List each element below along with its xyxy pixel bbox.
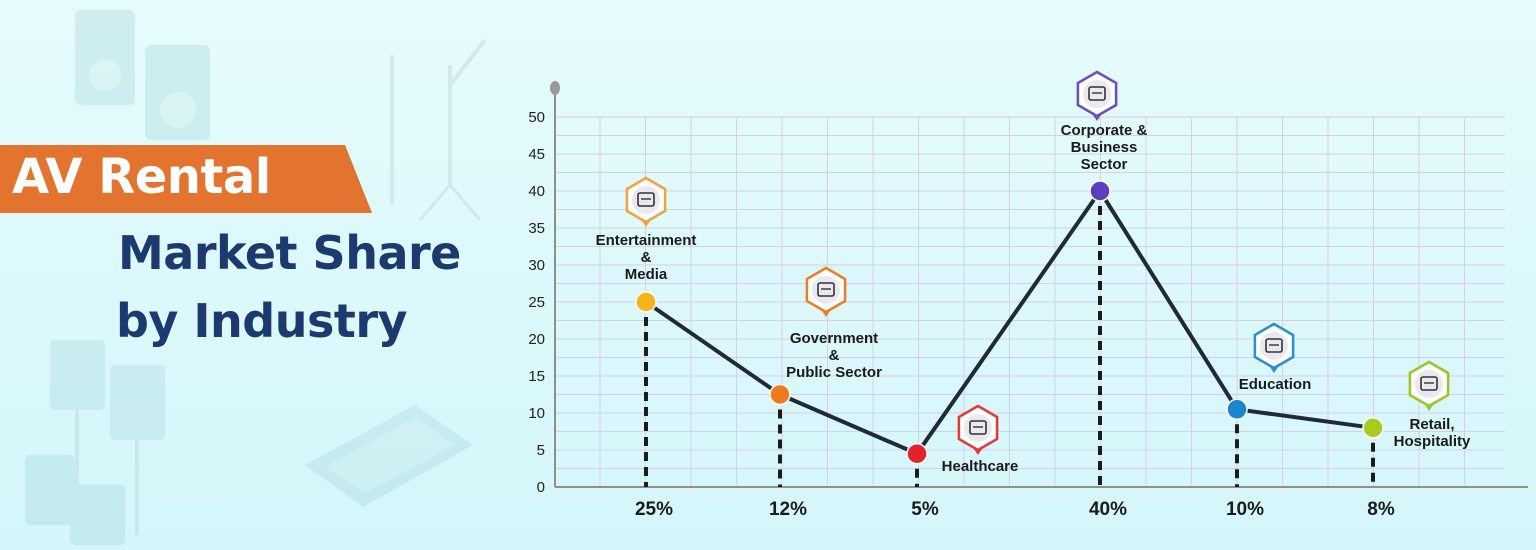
healthcare-hands-icon [957,404,999,455]
icon-badge-inner [812,276,840,304]
icon-glyph [637,192,655,207]
icon-badge-pointer [1270,367,1278,373]
icon-badge-inner [1415,370,1443,398]
y-tick-label: 5 [537,442,545,459]
y-tick-label: 25 [528,294,545,311]
point-label: & [829,347,840,364]
percent-label: 10% [1226,499,1264,520]
icon-badge-pointer [642,221,650,227]
title-banner: AV Rental [0,145,372,213]
percent-label: 12% [769,499,807,520]
corporate-office-icon [1076,70,1118,121]
point-label: Healthcare [942,458,1019,475]
chart-grid [555,116,1505,488]
title-line-3: by Industry [116,294,408,348]
data-point [1089,180,1111,202]
point-label: Media [625,266,668,283]
y-tick-label: 30 [528,257,545,274]
icon-glyph [969,420,987,435]
y-tick-label: 0 [537,479,545,496]
point-label: Public Sector [786,364,882,381]
government-building-icon [805,266,847,317]
mixer-decoration-icon [305,405,473,507]
percent-label: 25% [635,499,673,520]
icon-badge-pointer [974,449,982,455]
title-line-2: Market Share [118,226,461,280]
point-label: Sector [1081,156,1128,173]
icon-glyph [1088,86,1106,101]
retail-chart-icon [1408,360,1450,411]
y-tick-label: 35 [528,220,545,237]
icon-badge-inner [1260,332,1288,360]
icon-badge-pointer [1093,115,1101,121]
icon-badge-inner [964,414,992,442]
percent-label: 40% [1089,499,1127,520]
microphone-stand-decoration-icon [390,38,487,221]
icon-badge-inner [1083,80,1111,108]
icon-badge-pointer [822,311,830,317]
point-label: Retail, [1409,416,1454,433]
icon-badge-pointer [1425,405,1433,411]
data-point [635,291,657,313]
title-line-1: AV Rental [12,149,271,205]
series-line [644,189,1374,456]
icon-glyph [817,282,835,297]
y-tick-label: 40 [528,183,545,200]
percent-label: 5% [911,499,939,520]
data-point [1226,398,1248,421]
point-label: Entertainment [596,232,697,249]
speaker-decoration-icon [75,10,210,140]
y-tick-label: 10 [528,405,545,422]
entertainment-media-icon [625,176,667,227]
y-tick-label: 20 [528,331,545,348]
point-label: Corporate & [1061,122,1148,139]
y-tick-label: 15 [528,368,545,385]
data-point [769,383,791,406]
speaker-stand-decoration-icon [25,340,165,545]
y-axis-cap [550,81,560,95]
y-tick-label: 50 [528,109,545,126]
icon-glyph [1265,338,1283,353]
point-label: Education [1239,376,1312,393]
point-label: Business [1071,139,1138,156]
point-label: Hospitality [1394,433,1471,450]
point-label: Government [790,330,878,347]
point-label: & [641,249,652,266]
y-tick-label: 45 [528,146,545,163]
icon-badge-inner [632,186,660,214]
education-cap-icon [1253,322,1295,373]
percent-label: 8% [1367,499,1395,520]
data-point [906,442,928,465]
icon-glyph [1420,376,1438,391]
data-point [1362,417,1384,439]
